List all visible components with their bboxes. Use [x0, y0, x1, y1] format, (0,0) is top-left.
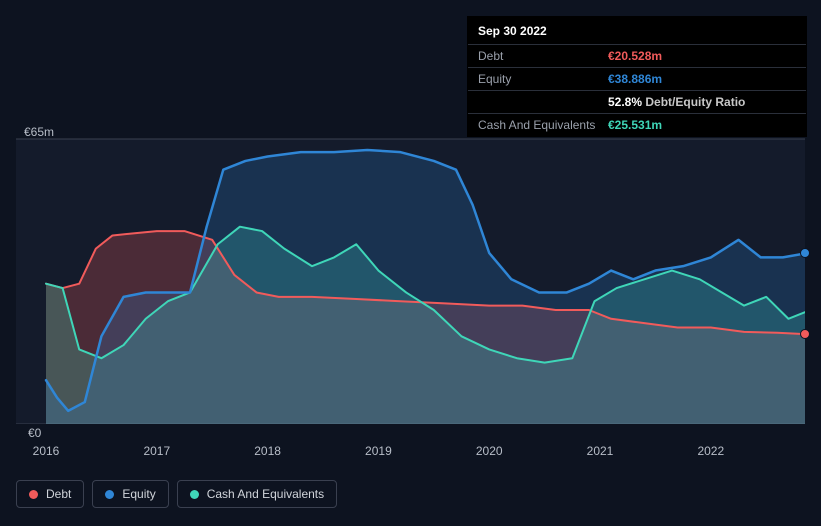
tooltip-row-value: €25.531m [608, 118, 662, 132]
tooltip-row-value: €38.886m [608, 72, 662, 86]
legend-item-equity[interactable]: Equity [92, 480, 168, 508]
tooltip-date: Sep 30 2022 [468, 17, 806, 44]
legend-item-debt[interactable]: Debt [16, 480, 84, 508]
x-tick-label: 2022 [697, 444, 724, 458]
chart-area[interactable] [16, 124, 805, 466]
tooltip-row-value: €20.528m [608, 49, 662, 63]
chart-tooltip: Sep 30 2022 Debt€20.528mEquity€38.886m52… [467, 16, 807, 137]
legend-dot-icon [190, 490, 199, 499]
x-tick-label: 2017 [143, 444, 170, 458]
x-tick-label: 2020 [476, 444, 503, 458]
legend-item-cash-and-equivalents[interactable]: Cash And Equivalents [177, 480, 337, 508]
tooltip-row-label: Cash And Equivalents [478, 118, 608, 132]
x-axis-ticks: 2016 2017 2018 2019 2020 2021 2022 [16, 444, 805, 464]
tooltip-row: Equity€38.886m [468, 67, 806, 90]
x-tick-label: 2018 [254, 444, 281, 458]
legend-label: Debt [46, 487, 71, 501]
legend-label: Equity [122, 487, 155, 501]
line-chart-svg [16, 124, 805, 424]
tooltip-row-label: Debt [478, 49, 608, 63]
tooltip-row-label: Equity [478, 72, 608, 86]
tooltip-row-label [478, 95, 608, 109]
legend-dot-icon [29, 490, 38, 499]
chart-legend: Debt Equity Cash And Equivalents [16, 480, 337, 508]
tooltip-row: Cash And Equivalents€25.531m [468, 113, 806, 136]
x-tick-label: 2016 [33, 444, 60, 458]
legend-dot-icon [105, 490, 114, 499]
tooltip-row: 52.8% Debt/Equity Ratio [468, 90, 806, 113]
series-end-marker-debt [800, 329, 810, 339]
x-tick-label: 2021 [587, 444, 614, 458]
tooltip-row-value: 52.8% Debt/Equity Ratio [608, 95, 745, 109]
series-end-marker-equity [800, 248, 810, 258]
x-tick-label: 2019 [365, 444, 392, 458]
legend-label: Cash And Equivalents [207, 487, 324, 501]
tooltip-row: Debt€20.528m [468, 44, 806, 67]
